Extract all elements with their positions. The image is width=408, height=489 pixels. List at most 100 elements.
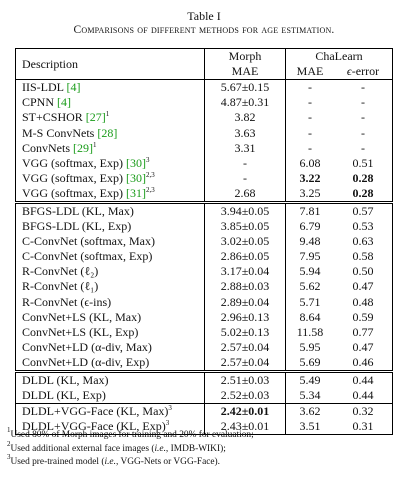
chalearn-mae-cell: 5.49 bbox=[285, 370, 334, 389]
chalearn-eps-cell: 0.53 bbox=[352, 219, 374, 234]
morph-mae-cell: - bbox=[204, 170, 286, 186]
citation-link[interactable]: [27] bbox=[85, 110, 106, 125]
method-cell: ConvNet+LS (KL, Exp) bbox=[16, 325, 205, 340]
table-row: ConvNet+LS (KL, Max) 2.96±0.13 8.64 0.59 bbox=[16, 309, 393, 325]
morph-mae-cell: 5.67±0.15 bbox=[204, 79, 286, 96]
morph-mae-cell: 2.43±0.01 bbox=[204, 419, 286, 435]
chalearn-eps-cell: - bbox=[361, 110, 365, 125]
chalearn-eps-cell: 0.32 bbox=[334, 403, 393, 420]
morph-mae-cell: 3.02±0.05 bbox=[204, 234, 286, 250]
method-cell: R-ConvNet (ℓ₁) bbox=[16, 279, 205, 294]
footnote-text: Used 80% of Morph images for training an… bbox=[10, 430, 254, 440]
method-name: R-ConvNet (ϵ-ins) bbox=[22, 294, 112, 309]
method-cell: R-ConvNet (ℓ₂) bbox=[16, 264, 205, 279]
chalearn-mae-cell: - bbox=[308, 95, 312, 110]
chalearn-eps-cell: 0.47 bbox=[352, 279, 374, 294]
chalearn-eps-cell: - bbox=[361, 125, 365, 140]
morph-mae-cell: 2.51±0.03 bbox=[204, 370, 286, 389]
chalearn-eps-cell: 0.31 bbox=[352, 419, 374, 434]
method-name: R-ConvNet (ℓ₁) bbox=[22, 279, 99, 294]
method-name: M-S ConvNets bbox=[22, 125, 95, 140]
footnote-mark: 2,3 bbox=[145, 185, 155, 194]
footnote-mark: 3 bbox=[165, 419, 170, 428]
table-row: DLDL+VGG-Face (KL, Max)3 2.42±0.01 3.62 0.3… bbox=[15, 403, 393, 420]
method-cell: ST+CSHOR [27]1 bbox=[16, 110, 205, 125]
morph-mae-cell: 2.86±0.05 bbox=[204, 249, 286, 265]
morph-mae-cell: 2.89±0.04 bbox=[204, 294, 286, 310]
morph-mae-cell: 2.88±0.03 bbox=[204, 279, 286, 295]
table-row: ConvNets [29]1 3.31- - bbox=[16, 140, 393, 156]
morph-mae-cell: 5.02±0.13 bbox=[204, 324, 286, 340]
method-cell: DLDL+VGG-Face (KL, Exp)3 bbox=[16, 419, 205, 435]
morph-mae-cell: 3.63 bbox=[204, 125, 286, 141]
method-cell: M-S ConvNets [28] bbox=[16, 125, 205, 140]
method-name: IIS-LDL bbox=[22, 80, 64, 95]
table-row: DLDL (KL, Max) 2.51±0.03 5.49 0.44 bbox=[15, 370, 393, 389]
chalearn-eps-cell: 0.28 bbox=[352, 185, 374, 200]
method-name: C-ConvNet (softmax, Exp) bbox=[22, 249, 153, 264]
chalearn-mae-cell: - bbox=[308, 140, 312, 155]
header-chalearn-mae: MAE bbox=[296, 64, 324, 79]
chalearn-eps-cell: 0.63 bbox=[352, 234, 374, 249]
method-cell: ConvNets [29]1 bbox=[16, 141, 205, 156]
citation-link[interactable]: [29] bbox=[73, 140, 93, 155]
method-name: R-ConvNet (ℓ₂) bbox=[22, 264, 99, 279]
header-chalearn: ChaLearn bbox=[315, 49, 363, 64]
method-cell: VGG (softmax, Exp) [31]2,3 bbox=[16, 186, 205, 203]
citation-link[interactable]: [28] bbox=[97, 125, 118, 140]
table-row: CPNN [4] 4.87±0.31- - bbox=[16, 95, 393, 111]
chalearn-eps-cell: 0.48 bbox=[352, 294, 374, 309]
table-row: ConvNet+LS (KL, Exp) 5.02±0.13 11.58 0.77 bbox=[16, 324, 393, 340]
method-name: ConvNet+LS (KL, Max) bbox=[22, 309, 142, 324]
footnote-mark: 2 bbox=[7, 439, 11, 448]
chalearn-eps-cell: - bbox=[361, 95, 365, 110]
chalearn-mae-cell: 5.71 bbox=[299, 294, 321, 309]
chalearn-mae-cell: 5.34 bbox=[299, 388, 321, 403]
chalearn-eps-cell: 0.51 bbox=[352, 155, 374, 170]
method-cell: VGG (softmax, Exp) [30]2,3 bbox=[16, 171, 205, 186]
chalearn-mae-cell: - bbox=[308, 125, 312, 140]
chalearn-mae-cell: - bbox=[285, 79, 334, 96]
chalearn-mae-cell: 3.25 bbox=[299, 185, 321, 200]
morph-mae-cell: - bbox=[204, 155, 286, 171]
footnote-mark: 1 bbox=[105, 110, 110, 119]
method-name: VGG (softmax, Exp) bbox=[22, 155, 123, 170]
table-row: DLDL (KL, Exp) 2.52±0.03 5.34 0.44 bbox=[16, 388, 393, 404]
chalearn-eps-cell: 0.58 bbox=[352, 249, 374, 264]
footnote-text: Used pre-trained model (i.e., VGG-Nets o… bbox=[10, 457, 221, 468]
chalearn-mae-cell: 11.58 bbox=[296, 324, 324, 339]
citation-link[interactable]: [31] bbox=[125, 185, 146, 200]
morph-mae-cell: 2.68 bbox=[204, 185, 286, 203]
citation-link[interactable]: [4] bbox=[66, 80, 81, 95]
table-row: VGG (softmax, Exp) [31]2,3 2.68 3.25 0.28 bbox=[16, 185, 393, 203]
chalearn-eps-cell: 0.44 bbox=[334, 370, 393, 389]
chalearn-mae-cell: 8.64 bbox=[299, 309, 321, 324]
chalearn-mae-cell: 5.62 bbox=[299, 279, 321, 294]
footnote-mark: 1 bbox=[7, 426, 11, 434]
method-cell: ConvNet+LS (KL, Max) bbox=[16, 310, 205, 325]
footnote-mark: 3 bbox=[7, 453, 11, 462]
citation-link[interactable]: [30] bbox=[125, 170, 146, 185]
table-row: R-ConvNet (ϵ-ins) 2.89±0.04 5.71 0.48 bbox=[16, 294, 393, 310]
citation-link[interactable]: [4] bbox=[57, 95, 72, 110]
table-row: R-ConvNet (ℓ₁) 2.88±0.03 5.62 0.47 bbox=[16, 279, 393, 295]
chalearn-eps-cell: 0.50 bbox=[352, 264, 374, 279]
chalearn-eps-cell: 0.46 bbox=[352, 354, 374, 369]
morph-mae-cell: 3.17±0.04 bbox=[204, 264, 286, 280]
footnote-mark: 3 bbox=[168, 404, 172, 413]
citation-link[interactable]: [30] bbox=[125, 155, 146, 170]
footnote-mark: 2,3 bbox=[145, 170, 155, 179]
chalearn-mae-cell: 5.94 bbox=[299, 264, 321, 279]
method-cell: ConvNet+LD (α-div, Max) bbox=[16, 340, 205, 355]
footnote-mark: 1 bbox=[93, 140, 97, 149]
table-row: M-S ConvNets [28] 3.63- - bbox=[16, 125, 393, 141]
table-row: C-ConvNet (softmax, Exp) 2.86±0.05 7.95 0.5… bbox=[16, 249, 393, 265]
table-row: VGG (softmax, Exp) [30]3-6.08 0.51 bbox=[16, 155, 393, 171]
method-cell: CPNN [4] bbox=[16, 95, 205, 110]
morph-mae-cell: 3.94±0.05 bbox=[204, 200, 286, 220]
method-name: DLDL (KL, Max) bbox=[22, 373, 109, 388]
footnote-1: 1Used 80% of Morph images for training a… bbox=[7, 426, 403, 443]
footnote-mark: 3 bbox=[145, 155, 150, 164]
morph-mae-cell: 3.31 bbox=[204, 140, 286, 156]
table-row: C-ConvNet (softmax, Max) 3.02±0.05 9.48 0.6… bbox=[16, 234, 393, 250]
